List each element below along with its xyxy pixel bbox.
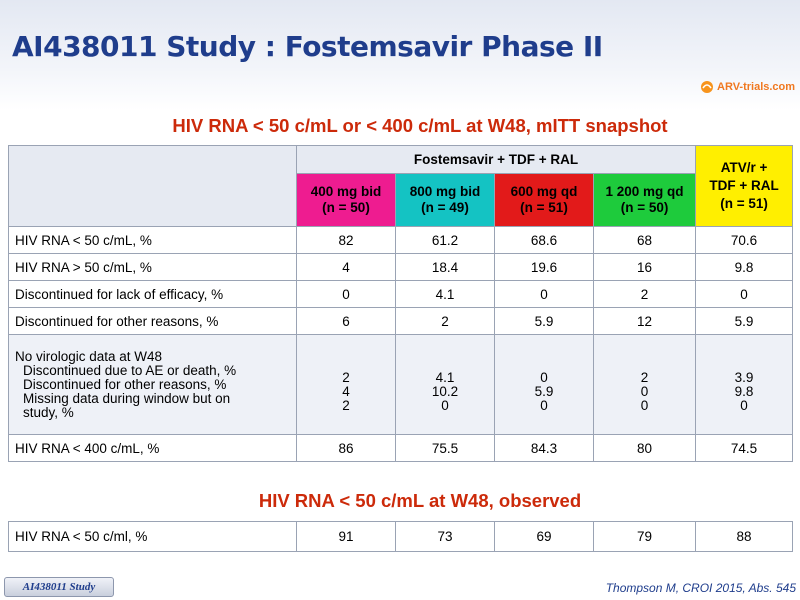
cell-value: 0 xyxy=(640,383,649,399)
row-sublabel: Discontinued for other reasons, % xyxy=(23,376,227,392)
table-cell: 4.1 xyxy=(395,280,495,308)
arm-header-atv-line3: (n = 51) xyxy=(720,196,768,211)
table-row-no-virologic-data: No virologic data at W48 Discontinued du… xyxy=(8,334,794,435)
arm-header-600qd-line2: (n = 51) xyxy=(520,200,568,215)
arm-header-800bid-line2: (n = 49) xyxy=(421,200,469,215)
table-row: HIV RNA < 50 c/mL, % 82 61.2 68.6 68 70.… xyxy=(8,226,794,254)
table-cell: 16 xyxy=(592,253,697,281)
arm-header-600qd-line1: 600 mg qd xyxy=(510,184,578,199)
table-cell: 86 xyxy=(296,434,396,462)
table-cell: 6 xyxy=(296,307,396,335)
table-cell: 73 xyxy=(395,521,495,552)
logo-text: ARV-trials.com xyxy=(717,81,796,93)
cell-value: 2 xyxy=(640,369,649,385)
table-cell: 68 xyxy=(592,226,697,254)
table-cell: 5.9 xyxy=(695,307,794,335)
citation-text: Thompson M, CROI 2015, Abs. 545 xyxy=(605,581,796,595)
table-cell: 19.6 xyxy=(494,253,594,281)
arm-header-400bid-line1: 400 mg bid xyxy=(310,184,382,199)
table-cell: 75.5 xyxy=(395,434,495,462)
table-cell: 4.1 10.2 0 xyxy=(395,334,495,435)
table-cell: 69 xyxy=(494,521,594,552)
row-label: HIV RNA < 400 c/mL, % xyxy=(8,434,297,462)
table-cell: 84.3 xyxy=(494,434,594,462)
table-row: HIV RNA > 50 c/mL, % 4 18.4 19.6 16 9.8 xyxy=(8,253,794,281)
arm-header-atv: ATV/r + TDF + RAL (n = 51) xyxy=(695,145,794,227)
cell-value: 10.2 xyxy=(431,383,459,399)
table-row: Discontinued for other reasons, % 6 2 5.… xyxy=(8,307,794,335)
table-row: HIV RNA < 400 c/mL, % 86 75.5 84.3 80 74… xyxy=(8,434,794,462)
arm-header-1200qd: 1 200 mg qd (n = 50) xyxy=(592,173,697,227)
table-cell: 74.5 xyxy=(695,434,794,462)
results-table-observed: HIV RNA < 50 c/ml, % 91 73 69 79 88 xyxy=(8,521,793,552)
study-footer-tab: AI438011 Study xyxy=(4,577,114,597)
cell-value: 0 xyxy=(740,397,748,413)
table-cell: 82 xyxy=(296,226,396,254)
cell-value: 5.9 xyxy=(534,383,554,399)
arm-header-400bid-line2: (n = 50) xyxy=(322,200,370,215)
arm-header-800bid-line1: 800 mg bid xyxy=(409,184,481,199)
row-label-main: No virologic data at W48 xyxy=(15,348,163,364)
table-cell: 0 xyxy=(695,280,794,308)
table-cell: 5.9 xyxy=(494,307,594,335)
table-cell: 2 4 2 xyxy=(296,334,396,435)
table-cell: 0 xyxy=(296,280,396,308)
cell-value: 0 xyxy=(540,397,548,413)
arm-header-1200qd-line1: 1 200 mg qd xyxy=(605,184,684,199)
arm-header-400bid: 400 mg bid (n = 50) xyxy=(296,173,396,227)
cell-value: 0 xyxy=(441,397,449,413)
cell-value: 3.9 xyxy=(734,369,754,385)
row-sublabel: study, % xyxy=(23,404,74,420)
section-heading-observed: HIV RNA < 50 c/mL at W48, observed xyxy=(258,490,582,511)
table-cell: 3.9 9.8 0 xyxy=(695,334,794,435)
table-cell: 79 xyxy=(593,521,696,552)
cell-value: 0 xyxy=(540,369,548,385)
table-row: HIV RNA < 50 c/ml, % 91 73 69 79 88 xyxy=(8,521,793,552)
cell-value: 0 xyxy=(640,397,649,413)
row-sublabel: Discontinued due to AE or death, % xyxy=(23,362,237,378)
table-cell: 18.4 xyxy=(395,253,495,281)
table-cell: 61.2 xyxy=(395,226,495,254)
row-label: Discontinued for lack of efficacy, % xyxy=(8,280,297,308)
cell-value: 2 xyxy=(342,369,350,385)
header-empty-cell xyxy=(8,145,297,227)
table-cell: 4 xyxy=(296,253,396,281)
table-cell: 2 xyxy=(592,280,697,308)
table-cell: 9.8 xyxy=(695,253,794,281)
table-cell: 12 xyxy=(592,307,697,335)
results-table-snapshot: Fostemsavir + TDF + RAL ATV/r + TDF + RA… xyxy=(8,145,794,462)
table-cell: 88 xyxy=(695,521,793,552)
section-heading-snapshot: HIV RNA < 50 c/mL or < 400 c/mL at W48, … xyxy=(172,115,668,136)
table-cell: 2 xyxy=(395,307,495,335)
cell-value: 2 xyxy=(342,397,350,413)
fostemsavir-group-header: Fostemsavir + TDF + RAL xyxy=(295,145,697,174)
arm-header-600qd: 600 mg qd (n = 51) xyxy=(494,173,594,227)
table-row: Discontinued for lack of efficacy, % 0 4… xyxy=(8,280,794,308)
table-cell: 91 xyxy=(296,521,396,552)
cell-value: 9.8 xyxy=(734,383,754,399)
table-cell: 0 5.9 0 xyxy=(494,334,594,435)
table-header-row: Fostemsavir + TDF + RAL ATV/r + TDF + RA… xyxy=(8,145,794,227)
logo-icon xyxy=(701,81,713,93)
row-sublabel: Missing data during window but on xyxy=(23,390,231,406)
row-label: HIV RNA < 50 c/mL, % xyxy=(8,226,297,254)
arm-header-atv-line2: TDF + RAL xyxy=(709,178,779,193)
arm-header-800bid: 800 mg bid (n = 49) xyxy=(395,173,495,227)
arm-header-atv-line1: ATV/r + xyxy=(720,160,768,175)
row-label: HIV RNA > 50 c/mL, % xyxy=(8,253,297,281)
cell-value: 4.1 xyxy=(435,369,455,385)
table-cell: 68.6 xyxy=(494,226,594,254)
cell-value: 4 xyxy=(342,383,350,399)
arm-header-1200qd-line2: (n = 50) xyxy=(620,200,669,215)
slide-title: AI438011 Study : Fostemsavir Phase II xyxy=(12,30,603,63)
row-label: HIV RNA < 50 c/ml, % xyxy=(8,521,297,552)
row-label: Discontinued for other reasons, % xyxy=(8,307,297,335)
logo: ARV-trials.com xyxy=(700,77,796,97)
table-cell: 80 xyxy=(592,434,697,462)
table-cell: 70.6 xyxy=(695,226,794,254)
row-label-multi: No virologic data at W48 Discontinued du… xyxy=(8,334,297,435)
table-cell: 2 0 0 xyxy=(592,334,697,435)
table-arm-header-row: 400 mg bid (n = 50) 800 mg bid (n = 49) … xyxy=(9,173,793,227)
table-cell: 0 xyxy=(494,280,594,308)
